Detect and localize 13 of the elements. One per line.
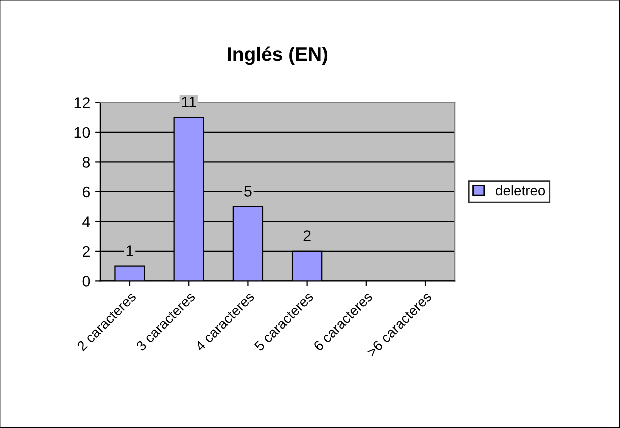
data-label: 11	[182, 96, 196, 108]
y-tick-label: 12	[74, 98, 90, 108]
data-label: 2	[304, 230, 311, 242]
chart-title: Inglés (EN)	[228, 46, 328, 66]
y-tick-label: 8	[82, 157, 90, 168]
y-tick-label: 4	[82, 216, 90, 228]
y-tick-label: 10	[74, 127, 90, 138]
y-tick-label: 2	[82, 246, 90, 257]
data-label: 1	[126, 246, 134, 256]
data-label: 5	[244, 186, 252, 197]
y-tick-label: 0	[82, 276, 90, 287]
legend-label: deletreo	[496, 185, 546, 196]
y-tick-label: 6	[83, 186, 90, 198]
